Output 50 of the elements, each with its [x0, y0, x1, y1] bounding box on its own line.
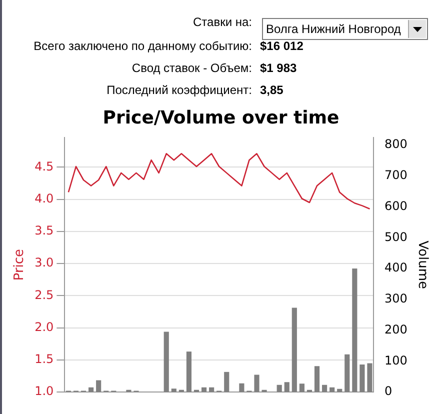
y2-tick-label: 500 — [384, 230, 408, 244]
text: Ставки на: — [192, 15, 252, 29]
bar — [239, 383, 244, 392]
bar — [322, 384, 328, 392]
bar — [96, 380, 102, 392]
bar — [164, 332, 169, 392]
bar — [224, 372, 230, 392]
y2-axis-title: Volume — [414, 240, 430, 289]
y2-tick-label: 0 — [384, 384, 392, 398]
bar — [352, 268, 358, 392]
y-tick-label: 1.0 — [34, 384, 54, 398]
bar — [276, 384, 282, 392]
bar — [337, 388, 342, 392]
chart-title: Price/Volume over time — [102, 107, 340, 128]
bar — [299, 384, 304, 392]
y2-tick-label: 800 — [384, 137, 408, 152]
bar — [360, 364, 365, 392]
y-tick-label: 3.0 — [34, 256, 54, 270]
y2-tick-label: 700 — [384, 168, 408, 182]
y2-tick-label: 200 — [384, 322, 408, 336]
text: Всего заключено по данному событию: — [32, 39, 252, 53]
bar — [209, 387, 214, 392]
y-tick-label: 4.0 — [34, 191, 54, 206]
text: $1 983 — [260, 61, 297, 75]
y2-tick-label: 400 — [384, 260, 408, 275]
text: Последний коэффициент: — [106, 83, 252, 97]
y2-tick-label: 600 — [384, 198, 408, 213]
y-tick-label: 4.5 — [34, 159, 54, 174]
bar — [186, 352, 192, 392]
y2-tick-label: 100 — [384, 353, 408, 368]
text: 3,85 — [260, 83, 284, 97]
bar — [284, 382, 290, 392]
y2-tick-label: 300 — [384, 292, 408, 306]
bar — [88, 387, 94, 392]
y-tick-label: 3.5 — [34, 224, 54, 238]
bar — [344, 354, 350, 392]
bar — [367, 363, 372, 392]
y-tick-label: 2.5 — [34, 288, 54, 302]
bar — [201, 387, 207, 392]
bar — [292, 308, 297, 392]
bar — [314, 366, 320, 392]
bar — [330, 387, 335, 392]
y-tick-label: 1.5 — [34, 352, 54, 366]
bar — [171, 388, 176, 392]
bar — [254, 374, 260, 392]
text: $16 012 — [260, 39, 304, 53]
text: Волга Нижний Новгород — [262, 18, 428, 40]
y-tick-label: 2.0 — [34, 320, 54, 334]
text: Свод ставок - Объем: — [130, 61, 252, 75]
y-axis-title: Price — [12, 248, 28, 281]
